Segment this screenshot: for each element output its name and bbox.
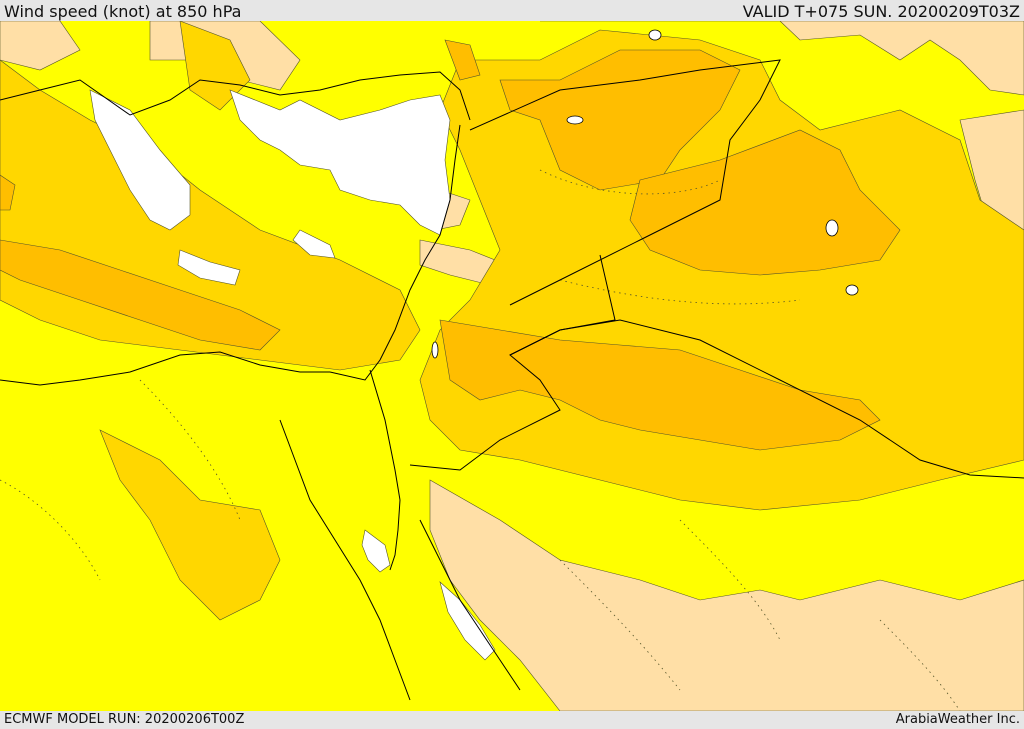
map-canvas [0,21,1024,711]
egypt-coast [0,351,330,386]
header-bar: Wind speed (knot) at 850 hPa VALID T+075… [0,0,1024,21]
sinai-red-sea-west [279,419,411,701]
levant-coast [329,124,461,381]
wind-speed-map [0,21,1024,711]
arabia-red-sea-coast [419,519,521,691]
map-title: Wind speed (knot) at 850 hPa [4,2,242,21]
contour-lines [0,169,961,711]
border-syria-iraq [469,59,781,306]
border-egypt-israel [369,369,401,501]
turkey-coast [0,71,471,121]
gulf-of-aqaba [389,499,401,571]
lakes [431,29,859,359]
credit-label: ArabiaWeather Inc. [895,712,1020,727]
footer-bar: ECMWF MODEL RUN: 20200206T00Z ArabiaWeat… [0,711,1024,729]
model-run-label: ECMWF MODEL RUN: 20200206T00Z [4,712,245,727]
strong-wind-zones [0,39,901,451]
calm-wind-zones [89,89,496,661]
border-jordan [409,254,616,471]
valid-time: VALID T+075 SUN. 20200209T03Z [742,2,1020,21]
coastlines-borders [0,59,1024,701]
